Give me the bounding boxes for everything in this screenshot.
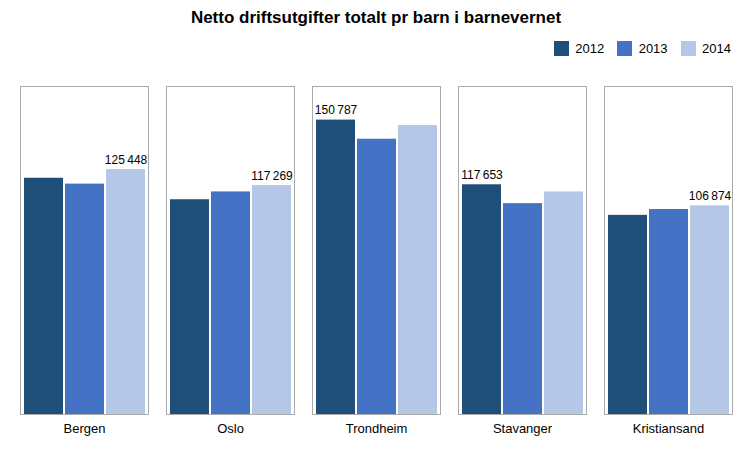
svg-text:Kristiansand: Kristiansand xyxy=(633,420,705,435)
svg-text:125 448: 125 448 xyxy=(105,152,148,166)
svg-text:106 874: 106 874 xyxy=(689,188,732,202)
svg-text:Oslo: Oslo xyxy=(217,420,244,435)
svg-text:117 653: 117 653 xyxy=(461,167,503,181)
html-text:Netto driftsutgifter totalt pr: Netto driftsutgifter totalt pr barn i ba… xyxy=(190,8,562,27)
html-text:2014: 2014 xyxy=(702,41,731,56)
svg-text:150 787: 150 787 xyxy=(315,103,358,117)
svg-text:117 269: 117 269 xyxy=(251,168,293,182)
svg-text:Bergen: Bergen xyxy=(64,420,106,435)
svg-text:Trondheim: Trondheim xyxy=(346,420,408,435)
html-text:2012: 2012 xyxy=(575,41,605,56)
svg-text:Stavanger: Stavanger xyxy=(493,420,553,435)
html-text:2013: 2013 xyxy=(638,41,668,56)
